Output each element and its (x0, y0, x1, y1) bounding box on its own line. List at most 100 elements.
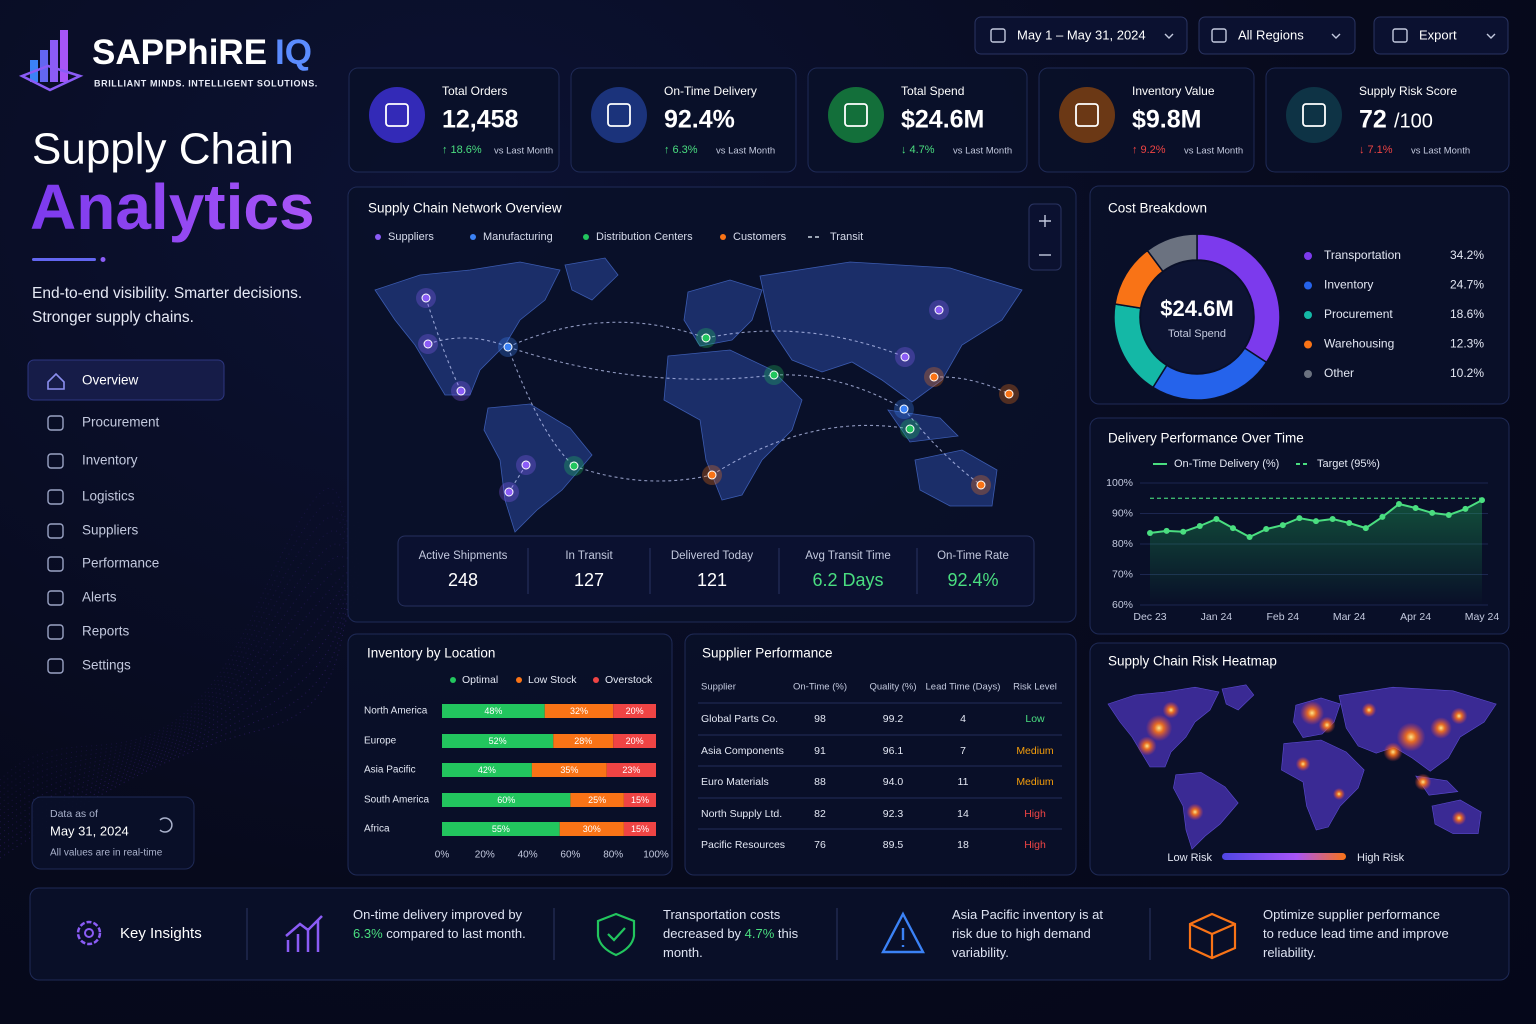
nav-item[interactable]: Reports (82, 624, 130, 639)
decor-wave (0, 573, 361, 835)
x-tick-label: 20% (475, 850, 495, 861)
stat-value: 248 (448, 570, 478, 590)
nav-icon (47, 556, 64, 572)
node (769, 370, 779, 380)
heat-legend-high: High Risk (1357, 852, 1405, 864)
refresh-icon[interactable] (159, 817, 173, 833)
control[interactable] (974, 16, 1188, 55)
category-label: South America (364, 795, 429, 806)
kpi-label: On-Time Delivery (664, 84, 757, 98)
stat-label: Delivered Today (671, 550, 754, 562)
bar-segment (553, 734, 614, 748)
value-label: 55% (492, 824, 510, 834)
insight-icon (285, 915, 323, 952)
control-label[interactable]: Export (1419, 27, 1457, 42)
donut-label: Total Spend (1168, 328, 1226, 340)
hotspot (1318, 716, 1336, 734)
stat-label: On-Time Rate (937, 550, 1009, 562)
nav-active-bg[interactable] (27, 359, 225, 401)
heat-legend-low: Low Risk (1167, 852, 1212, 864)
hotspot (1451, 810, 1467, 826)
kpi-icon (844, 103, 868, 127)
insight-icon (596, 912, 636, 957)
zoom-control[interactable] (1028, 203, 1062, 271)
value-label: 20% (626, 706, 644, 716)
stat-value: 92.4% (947, 570, 998, 590)
value-label: 48% (484, 706, 502, 716)
legend-label: Transit (830, 231, 863, 243)
point (1296, 515, 1303, 522)
nav-item[interactable]: Inventory (82, 453, 138, 468)
hotspot (1361, 702, 1377, 718)
nav-item[interactable]: Settings (82, 658, 131, 673)
nav-item[interactable]: Suppliers (82, 523, 139, 538)
panel (31, 796, 195, 870)
table-cell: 88 (814, 776, 826, 788)
nav-icon (47, 415, 64, 431)
node (456, 386, 466, 396)
transit-route (427, 337, 509, 348)
nav-item[interactable]: Alerts (82, 590, 117, 605)
nav-item[interactable]: Overview (82, 373, 139, 388)
point (1445, 512, 1452, 519)
nav-item[interactable]: Logistics (82, 489, 135, 504)
kpi-compare: vs Last Month (1184, 146, 1243, 157)
x-tick-label: Dec 23 (1133, 611, 1166, 623)
nav-item[interactable]: Performance (82, 556, 159, 571)
value-label: 34.2% (1450, 248, 1484, 262)
insight-highlight: 4.7% (744, 926, 775, 941)
kpi-label: Supply Risk Score (1359, 84, 1457, 98)
kpi-arrow: ↑ (664, 144, 670, 156)
legend-label: Optimal (462, 674, 498, 686)
table-cell: 98 (814, 713, 826, 725)
legend-dot (470, 234, 476, 240)
table-cell: 11 (958, 776, 969, 788)
table-cell: 94.0 (883, 776, 904, 788)
hotspot (1333, 788, 1345, 800)
bar-segment (544, 704, 614, 718)
stat-value: 121 (697, 570, 727, 590)
heatmap-map (1107, 684, 1497, 850)
kpi-value: 92.4% (664, 106, 735, 134)
hero-subtitle: End-to-end visibility. Smarter decisions… (32, 285, 302, 302)
transit-route (507, 346, 575, 467)
legend-label: Target (95%) (1317, 458, 1380, 470)
node (423, 339, 433, 349)
kpi-change: ↑ 18.6% (442, 144, 482, 156)
value-label: 25% (588, 795, 606, 805)
value-label: 42% (478, 765, 496, 775)
control[interactable] (1198, 16, 1356, 55)
node (569, 461, 579, 471)
kpi-arrow: ↑ (1132, 144, 1138, 156)
node (934, 305, 944, 315)
stat-label: Active Shipments (419, 550, 508, 562)
x-tick-label: 100% (643, 850, 669, 861)
table-cell: Pacific Resources (701, 839, 785, 851)
bar-segment (442, 822, 560, 836)
kpi-icon-bg (1059, 87, 1115, 143)
control[interactable] (1373, 16, 1509, 55)
table-cell: High (1024, 808, 1046, 820)
insight-text: Optimize supplier performance to reduce … (1263, 905, 1453, 962)
node (421, 293, 431, 303)
legend-label: Overstock (605, 674, 653, 686)
insight-icon (881, 911, 925, 954)
control-label[interactable]: May 1 – May 31, 2024 (1017, 27, 1146, 42)
zoom-in[interactable] (1039, 215, 1051, 227)
decor-wave (0, 579, 361, 841)
legend-label: Low Stock (528, 674, 577, 686)
nav-item[interactable]: Procurement (82, 415, 160, 430)
insight-text: Asia Pacific inventory is at risk due to… (952, 905, 1117, 962)
kpi-value: $9.8M (1132, 106, 1201, 134)
table-cell: 4 (960, 713, 966, 725)
insight-text-part: On-time delivery improved by (353, 907, 523, 922)
legend-dot (583, 234, 589, 240)
chevron (1486, 33, 1496, 39)
insight-text-part: this month. (663, 926, 799, 960)
chevron (1331, 33, 1341, 39)
panel-title: Delivery Performance Over Time (1108, 431, 1304, 446)
value-label: 18.6% (1450, 307, 1484, 321)
decor-wave (0, 487, 361, 781)
table-cell: 96.1 (883, 745, 904, 757)
control-label[interactable]: All Regions (1238, 27, 1304, 42)
